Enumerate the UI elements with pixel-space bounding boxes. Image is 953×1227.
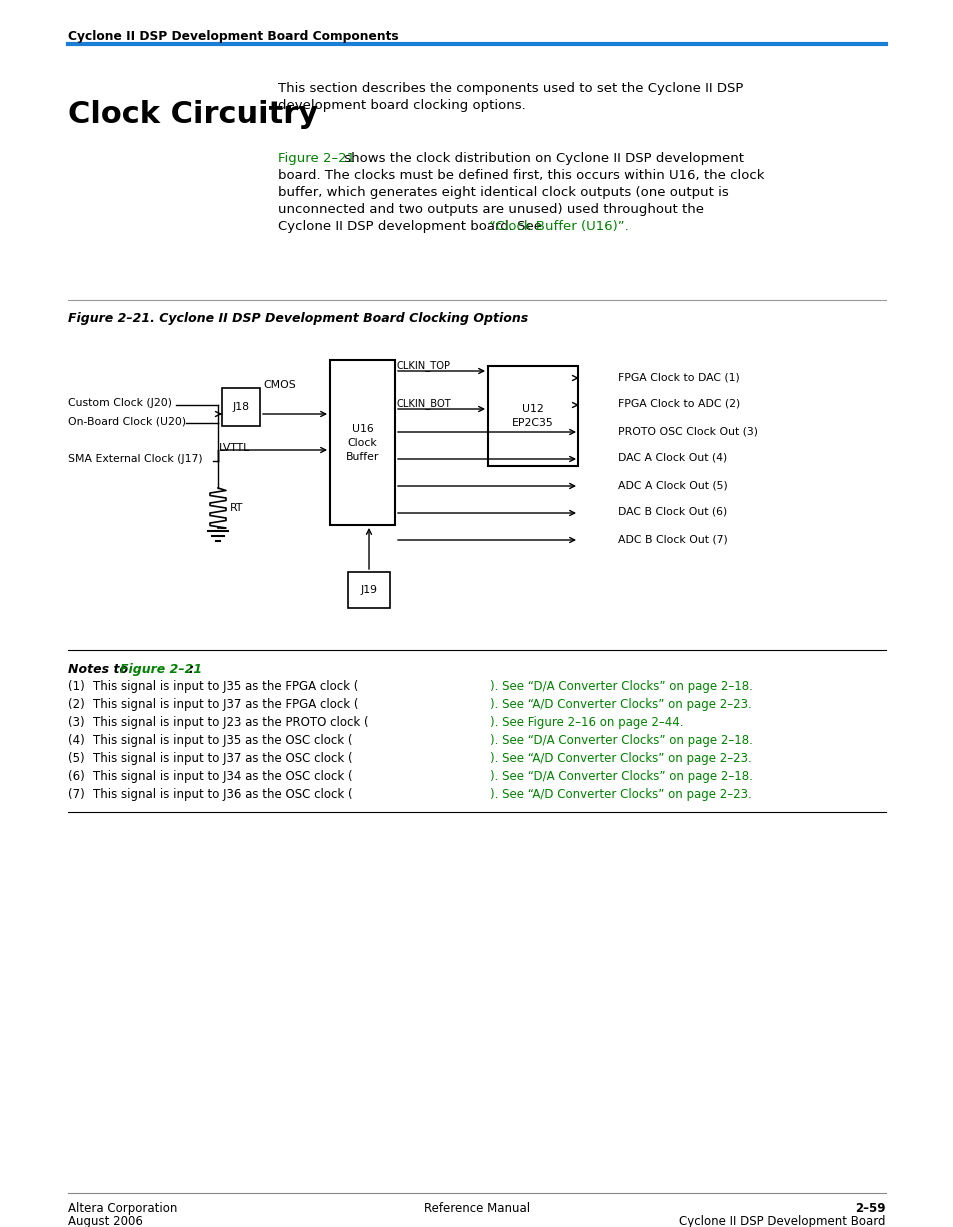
Text: Altera Corporation: Altera Corporation [68, 1202, 177, 1215]
Text: (2): (2) [68, 698, 85, 710]
Text: unconnected and two outputs are unused) used throughout the: unconnected and two outputs are unused) … [277, 202, 703, 216]
Text: U16
Clock
Buffer: U16 Clock Buffer [345, 423, 378, 461]
Text: DAC A Clock Out (4): DAC A Clock Out (4) [618, 453, 726, 463]
Bar [348, 572, 390, 609]
Text: “Clock Buffer (U16)”.: “Clock Buffer (U16)”. [489, 220, 628, 233]
Bar [222, 388, 260, 426]
Text: On-Board Clock (U20): On-Board Clock (U20) [68, 416, 186, 426]
Text: This signal is input to J23 as the PROTO clock (: This signal is input to J23 as the PROTO… [92, 717, 368, 729]
Text: RT: RT [230, 503, 243, 513]
Text: CMOS: CMOS [263, 380, 295, 390]
Text: This signal is input to J35 as the FPGA clock (: This signal is input to J35 as the FPGA … [92, 680, 358, 693]
Text: Notes to: Notes to [68, 663, 132, 676]
Text: shows the clock distribution on Cyclone II DSP development: shows the clock distribution on Cyclone … [339, 152, 743, 164]
Text: August 2006: August 2006 [68, 1215, 143, 1227]
Text: SMA External Clock (J17): SMA External Clock (J17) [68, 454, 202, 464]
Text: This signal is input to J37 as the OSC clock (: This signal is input to J37 as the OSC c… [92, 752, 353, 764]
Text: CLKIN_TOP: CLKIN_TOP [396, 360, 451, 371]
Text: Figure 2–21: Figure 2–21 [120, 663, 202, 676]
Text: ). See Figure 2–16 on page 2–44.: ). See Figure 2–16 on page 2–44. [490, 717, 682, 729]
Text: :: : [188, 663, 193, 676]
Text: Figure 2–21. Cyclone II DSP Development Board Clocking Options: Figure 2–21. Cyclone II DSP Development … [68, 312, 528, 325]
Text: (5): (5) [68, 752, 85, 764]
Text: PROTO OSC Clock Out (3): PROTO OSC Clock Out (3) [618, 426, 758, 436]
Text: Custom Clock (J20): Custom Clock (J20) [68, 398, 172, 409]
Text: ). See “D/A Converter Clocks” on page 2–18.: ). See “D/A Converter Clocks” on page 2–… [490, 680, 752, 693]
Text: LVTTL: LVTTL [219, 443, 250, 453]
Text: DAC B Clock Out (6): DAC B Clock Out (6) [618, 507, 726, 517]
Text: ). See “A/D Converter Clocks” on page 2–23.: ). See “A/D Converter Clocks” on page 2–… [490, 752, 751, 764]
Text: FPGA Clock to ADC (2): FPGA Clock to ADC (2) [618, 399, 740, 409]
Text: This signal is input to J35 as the OSC clock (: This signal is input to J35 as the OSC c… [92, 734, 352, 747]
Text: 2–59: 2–59 [855, 1202, 885, 1215]
Text: board. The clocks must be defined first, this occurs within U16, the clock: board. The clocks must be defined first,… [277, 169, 763, 182]
Text: ). See “D/A Converter Clocks” on page 2–18.: ). See “D/A Converter Clocks” on page 2–… [490, 771, 752, 783]
Text: CLKIN_BOT: CLKIN_BOT [396, 398, 452, 409]
Text: ADC A Clock Out (5): ADC A Clock Out (5) [618, 480, 727, 490]
Text: Reference Manual: Reference Manual [423, 1202, 530, 1215]
Text: ). See “D/A Converter Clocks” on page 2–18.: ). See “D/A Converter Clocks” on page 2–… [490, 734, 752, 747]
Text: This section describes the components used to set the Cyclone II DSP: This section describes the components us… [277, 82, 742, 94]
Text: This signal is input to J34 as the OSC clock (: This signal is input to J34 as the OSC c… [92, 771, 353, 783]
Text: This signal is input to J37 as the FPGA clock (: This signal is input to J37 as the FPGA … [92, 698, 358, 710]
Text: ADC B Clock Out (7): ADC B Clock Out (7) [618, 534, 727, 544]
Text: (4): (4) [68, 734, 85, 747]
Text: development board clocking options.: development board clocking options. [277, 99, 525, 112]
Text: U12
EP2C35: U12 EP2C35 [512, 404, 554, 428]
Text: Clock Circuitry: Clock Circuitry [68, 99, 317, 129]
Text: J18: J18 [233, 402, 250, 412]
Text: Cyclone II DSP development board. See: Cyclone II DSP development board. See [277, 220, 546, 233]
Text: Figure 2–21: Figure 2–21 [277, 152, 355, 164]
Text: buffer, which generates eight identical clock outputs (one output is: buffer, which generates eight identical … [277, 187, 728, 199]
Text: J19: J19 [360, 585, 377, 595]
Text: (6): (6) [68, 771, 85, 783]
Text: This signal is input to J36 as the OSC clock (: This signal is input to J36 as the OSC c… [92, 788, 353, 801]
Text: Cyclone II DSP Development Board Components: Cyclone II DSP Development Board Compone… [68, 29, 398, 43]
Text: (3): (3) [68, 717, 85, 729]
Text: FPGA Clock to DAC (1): FPGA Clock to DAC (1) [618, 372, 739, 382]
Bar [488, 366, 578, 466]
Bar [330, 360, 395, 525]
Text: (7): (7) [68, 788, 85, 801]
Text: Cyclone II DSP Development Board: Cyclone II DSP Development Board [679, 1215, 885, 1227]
Text: ). See “A/D Converter Clocks” on page 2–23.: ). See “A/D Converter Clocks” on page 2–… [490, 788, 751, 801]
Text: ). See “A/D Converter Clocks” on page 2–23.: ). See “A/D Converter Clocks” on page 2–… [490, 698, 751, 710]
Text: (1): (1) [68, 680, 85, 693]
